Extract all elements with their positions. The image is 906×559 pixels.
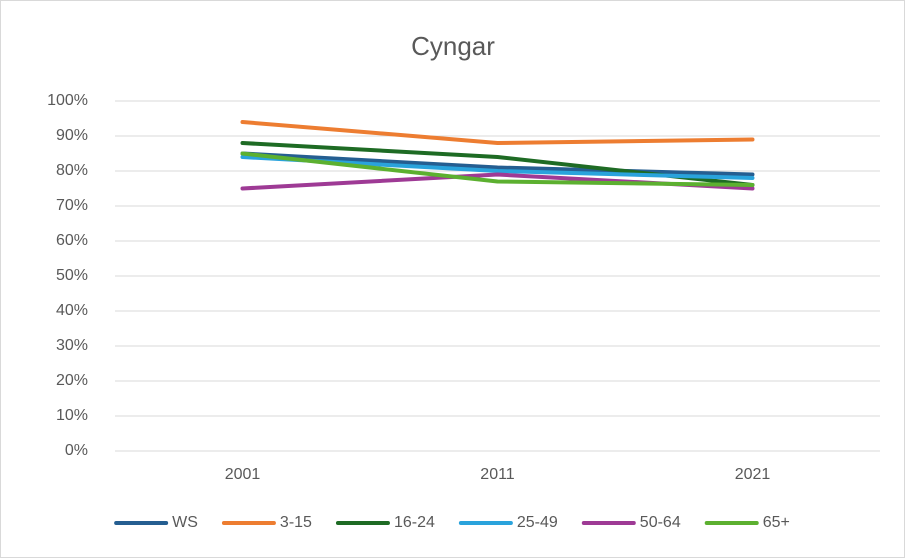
legend-label: 3-15 bbox=[280, 514, 312, 531]
chart-title: Cyngar bbox=[411, 31, 495, 61]
x-tick-label: 2021 bbox=[735, 466, 771, 483]
y-tick-label: 100% bbox=[47, 92, 88, 109]
y-tick-label: 90% bbox=[56, 127, 88, 144]
y-tick-label: 30% bbox=[56, 337, 88, 354]
series-line bbox=[240, 151, 755, 177]
y-tick-label: 40% bbox=[56, 302, 88, 319]
x-tick-label: 2011 bbox=[480, 466, 515, 483]
series-line bbox=[240, 151, 755, 187]
legend-label: 16-24 bbox=[394, 514, 435, 531]
series-line bbox=[240, 120, 755, 145]
y-tick-label: 60% bbox=[56, 232, 88, 249]
y-tick-label: 20% bbox=[56, 372, 88, 389]
y-tick-label: 10% bbox=[56, 407, 88, 424]
y-tick-label: 0% bbox=[65, 442, 88, 459]
y-tick-label: 70% bbox=[56, 197, 88, 214]
x-tick-label: 2001 bbox=[225, 466, 261, 483]
legend-label: 25-49 bbox=[517, 514, 558, 531]
legend-label: 65+ bbox=[763, 514, 790, 531]
legend-label: 50-64 bbox=[640, 514, 681, 531]
legend-label: WS bbox=[172, 514, 198, 531]
y-tick-label: 50% bbox=[56, 267, 88, 284]
y-tick-label: 80% bbox=[56, 162, 88, 179]
